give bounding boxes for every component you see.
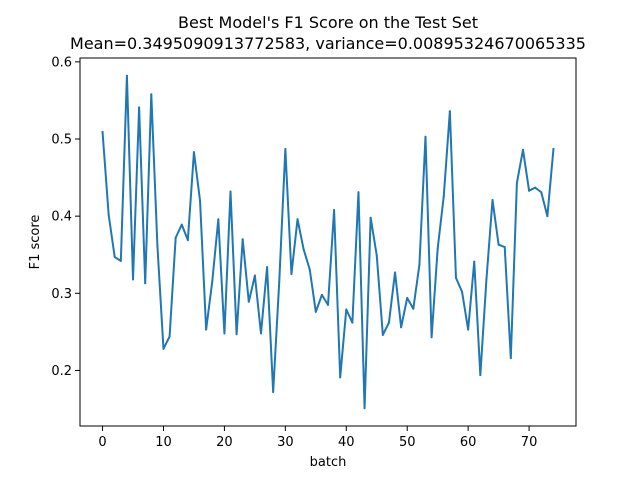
- data-point: [448, 110, 451, 113]
- data-point: [144, 282, 147, 285]
- data-point: [186, 239, 189, 242]
- y-tick-label: 0.5: [51, 133, 72, 148]
- x-tick-label: 10: [155, 435, 172, 450]
- data-point: [485, 278, 488, 281]
- data-point: [540, 191, 543, 194]
- data-point: [418, 263, 421, 266]
- data-point: [552, 148, 555, 151]
- data-point: [253, 274, 256, 277]
- y-axis-label: F1 score: [28, 215, 43, 270]
- x-tick-label: 20: [216, 435, 233, 450]
- data-point: [138, 106, 141, 109]
- chart-title: Best Model's F1 Score on the Test Set: [178, 13, 478, 32]
- data-point: [320, 293, 323, 296]
- data-point: [113, 256, 116, 259]
- data-point: [454, 276, 457, 279]
- y-tick-label: 0.4: [51, 210, 72, 225]
- data-point: [515, 181, 518, 184]
- data-point: [363, 407, 366, 410]
- x-tick-label: 0: [98, 435, 106, 450]
- x-tick-label: 30: [277, 435, 294, 450]
- data-point: [235, 333, 238, 336]
- data-point: [241, 238, 244, 241]
- data-point: [259, 332, 262, 335]
- data-point: [497, 243, 500, 246]
- data-point: [302, 248, 305, 251]
- data-point: [199, 199, 202, 202]
- x-tick-label: 60: [460, 435, 477, 450]
- data-point: [168, 335, 171, 338]
- data-point: [424, 135, 427, 138]
- data-point: [162, 347, 165, 350]
- data-point: [503, 246, 506, 249]
- data-point: [314, 310, 317, 313]
- data-point: [156, 244, 159, 247]
- chart-subtitle: Mean=0.3495090913772583, variance=0.0089…: [70, 34, 586, 53]
- data-point: [223, 332, 226, 335]
- y-tick-label: 0.3: [51, 287, 72, 302]
- data-point: [546, 215, 549, 218]
- data-point: [430, 336, 433, 339]
- data-point: [387, 321, 390, 324]
- data-point: [266, 266, 269, 269]
- data-point: [461, 290, 464, 293]
- data-point: [132, 278, 135, 281]
- data-point: [180, 223, 183, 226]
- data-point: [381, 333, 384, 336]
- data-point: [290, 273, 293, 276]
- data-point: [351, 321, 354, 324]
- data-point: [375, 254, 378, 257]
- data-point: [528, 189, 531, 192]
- data-point: [436, 247, 439, 250]
- data-point: [125, 74, 128, 77]
- data-point: [217, 218, 220, 221]
- data-point: [400, 326, 403, 329]
- plot-frame: [79, 57, 577, 427]
- x-axis-label: batch: [310, 455, 347, 470]
- data-point: [119, 259, 122, 262]
- data-points: [101, 74, 555, 410]
- y-tick-label: 0.2: [51, 364, 72, 379]
- data-point: [473, 260, 476, 263]
- data-point: [150, 93, 153, 96]
- data-point: [339, 376, 342, 379]
- data-point: [229, 190, 232, 193]
- data-point: [479, 374, 482, 377]
- data-point: [521, 148, 524, 151]
- data-point: [406, 296, 409, 299]
- data-point: [192, 151, 195, 154]
- data-point: [369, 216, 372, 219]
- data-point: [272, 391, 275, 394]
- data-point: [491, 198, 494, 201]
- data-point: [284, 148, 287, 151]
- axis-ticks: 0 10 20 30 40 50 60 70 0.2 0.3 0.4 0.5 0.6: [51, 55, 537, 450]
- data-point: [412, 307, 415, 310]
- data-point: [174, 236, 177, 239]
- data-point: [394, 271, 397, 274]
- x-tick-label: 40: [338, 435, 355, 450]
- data-point: [333, 208, 336, 211]
- y-tick-label: 0.6: [51, 55, 72, 70]
- data-point: [278, 280, 281, 283]
- data-point: [211, 280, 214, 283]
- data-point: [534, 186, 537, 189]
- data-point: [357, 191, 360, 194]
- data-point: [467, 328, 470, 331]
- data-point: [509, 357, 512, 360]
- data-point: [296, 218, 299, 221]
- data-point: [442, 195, 445, 198]
- x-tick-label: 70: [521, 435, 538, 450]
- data-point: [107, 213, 110, 216]
- data-point: [308, 268, 311, 271]
- data-point: [205, 328, 208, 331]
- data-point: [327, 303, 329, 306]
- data-point: [101, 131, 104, 134]
- data-point: [345, 308, 348, 311]
- data-point: [247, 300, 250, 303]
- x-tick-label: 50: [399, 435, 416, 450]
- plot-area: [80, 58, 576, 426]
